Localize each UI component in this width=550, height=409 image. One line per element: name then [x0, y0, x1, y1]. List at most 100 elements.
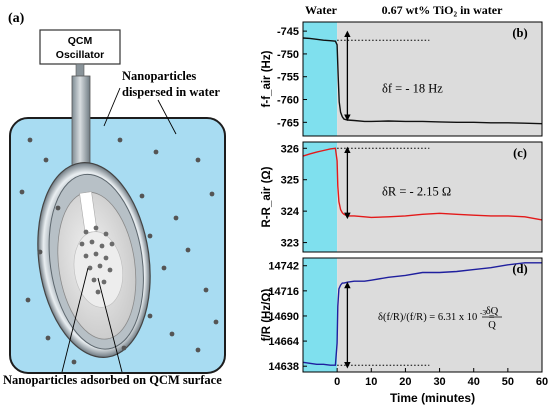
adsorbed-particle — [83, 253, 89, 259]
adsorbed-particle — [103, 255, 109, 261]
xlabel-d: Time (minutes) — [390, 391, 475, 405]
annotation-d-fraction-numerator: δQ — [486, 306, 499, 317]
panel-label-b: (b) — [512, 26, 527, 40]
water-region-c — [303, 142, 338, 252]
dispersed-particle — [169, 331, 175, 337]
ylabel-d: f/R (Hz/Ω) — [261, 289, 273, 342]
yticks-b: -745 -750 -755 -760 -765 — [277, 26, 307, 129]
panel-label-c: (c) — [513, 146, 527, 160]
adsorbed-particle — [95, 289, 101, 295]
xtick-label-0: 0 — [334, 376, 340, 388]
chart-b: -745 -750 -755 -760 -765 δf = - 18 Hz (b) f-… — [261, 21, 543, 137]
tio2-region-b — [337, 22, 542, 136]
adsorbed-particle — [109, 241, 115, 247]
ytick-label-d-2: 14690 — [268, 311, 299, 323]
dispersed-particle — [185, 247, 191, 253]
ytick-label-b-2: -755 — [277, 72, 299, 84]
adsorbed-particle — [107, 267, 113, 273]
frame-b — [302, 21, 543, 137]
yticks-c: 326 325 324 323 — [281, 143, 307, 250]
adsorbed-particle — [103, 231, 109, 237]
oscillator-box — [39, 29, 121, 65]
oscillator-label-line1: QCM — [68, 35, 93, 47]
annotation-d: δ(f/R)/(f/R) = 6.31 x 10 -3 = — [378, 307, 495, 323]
ylabel-b: f-f_air (Hz) — [261, 50, 273, 107]
dispersed-particle — [45, 335, 51, 341]
annotation-b: δf = - 18 Hz — [382, 82, 443, 96]
dispersed-particle — [43, 157, 49, 163]
annotation-d-exponent: -3 — [480, 308, 486, 317]
series-line-c — [302, 147, 543, 221]
dispersed-pointer-2 — [157, 99, 177, 135]
dispersed-label-line2: dispersed in water — [122, 85, 220, 99]
dispersed-particle — [139, 193, 145, 199]
panel-a-label: (a) — [8, 11, 25, 26]
dispersed-particle — [37, 249, 43, 255]
dispersed-particle — [147, 313, 153, 319]
adsorbed-particle — [93, 225, 99, 231]
ytick-label-d-3: 14664 — [268, 336, 299, 348]
chart-c: 326 325 324 323 δR = - 2.15 Ω (c) R-R_air (… — [261, 141, 543, 253]
adsorbed-particle — [87, 265, 93, 271]
xtick-label-5: 50 — [502, 376, 514, 388]
ytick-label-c-0: 326 — [281, 143, 299, 155]
dispersed-label-line1: Nanoparticles — [122, 69, 196, 83]
panel-label-d: (d) — [512, 262, 527, 276]
ytick-label-b-0: -745 — [277, 26, 299, 38]
xtick-label-4: 40 — [468, 376, 480, 388]
adsorbed-particle — [79, 241, 85, 247]
ytick-label-b-1: -750 — [277, 49, 299, 61]
dispersed-particle — [173, 215, 179, 221]
ytick-label-b-3: -760 — [277, 95, 299, 107]
tio2-header-label: 0.67 wt% TiO₂ in water — [382, 3, 503, 17]
oscillator-label-line2: Oscillator — [56, 49, 104, 61]
adsorbed-particle — [97, 263, 103, 269]
dispersed-particles — [19, 137, 219, 365]
ylabel-c: R-R_air (Ω) — [261, 166, 273, 227]
ytick-label-c-3: 323 — [281, 238, 299, 250]
frame-c — [302, 141, 543, 253]
adsorbed-particle — [101, 279, 107, 285]
frame-d — [302, 257, 543, 373]
dispersed-particle — [203, 287, 209, 293]
xticks-d: 0 10 20 30 40 50 60 — [334, 368, 548, 388]
adsorbed-caption: Nanoparticles adsorbed on QCM surface — [3, 373, 222, 387]
dispersed-particle — [147, 233, 153, 239]
crystal-electrode — [73, 231, 124, 308]
water-region-d — [303, 258, 338, 372]
dispersed-particle — [71, 359, 77, 365]
dispersed-particle — [27, 137, 33, 143]
tio2-region-c — [337, 142, 542, 252]
xtick-label-3: 30 — [433, 376, 445, 388]
qcm-crystal — [37, 162, 151, 358]
chart-panels: Water 0.67 wt% TiO₂ in water -745 -750 -75… — [261, 3, 548, 405]
annotation-c: δR = - 2.15 Ω — [382, 185, 451, 199]
ytick-label-c-1: 325 — [281, 175, 299, 187]
adsorbed-pointer-2 — [97, 277, 123, 373]
annotation-d-lhs: δ(f/R)/(f/R) = 6.31 x 10 — [378, 312, 477, 323]
ytick-label-d-4: 14638 — [268, 361, 299, 373]
series-line-b — [302, 37, 543, 125]
adsorbed-particle — [89, 239, 95, 245]
ytick-label-d-1: 14716 — [268, 286, 299, 298]
dispersed-particle — [153, 149, 159, 155]
dispersed-particle — [25, 297, 31, 303]
adsorbed-particle — [99, 243, 105, 249]
dispersed-particle — [121, 345, 127, 351]
adsorbed-particle — [93, 251, 99, 257]
xtick-label-2: 20 — [399, 376, 411, 388]
dispersed-particle — [19, 189, 25, 195]
dispersed-particle — [213, 319, 219, 325]
dispersed-pointer-1 — [103, 87, 121, 127]
adsorbed-particle — [91, 277, 97, 283]
yticks-d: 14742 14716 14690 14664 14638 — [268, 261, 307, 373]
xtick-label-1: 10 — [365, 376, 377, 388]
ytick-label-d-0: 14742 — [268, 261, 299, 273]
adsorbed-particles — [79, 225, 115, 295]
dispersed-particle — [161, 265, 167, 271]
dispersed-particle — [209, 191, 215, 197]
ytick-label-c-2: 324 — [281, 206, 300, 218]
water-header-label: Water — [305, 3, 338, 17]
